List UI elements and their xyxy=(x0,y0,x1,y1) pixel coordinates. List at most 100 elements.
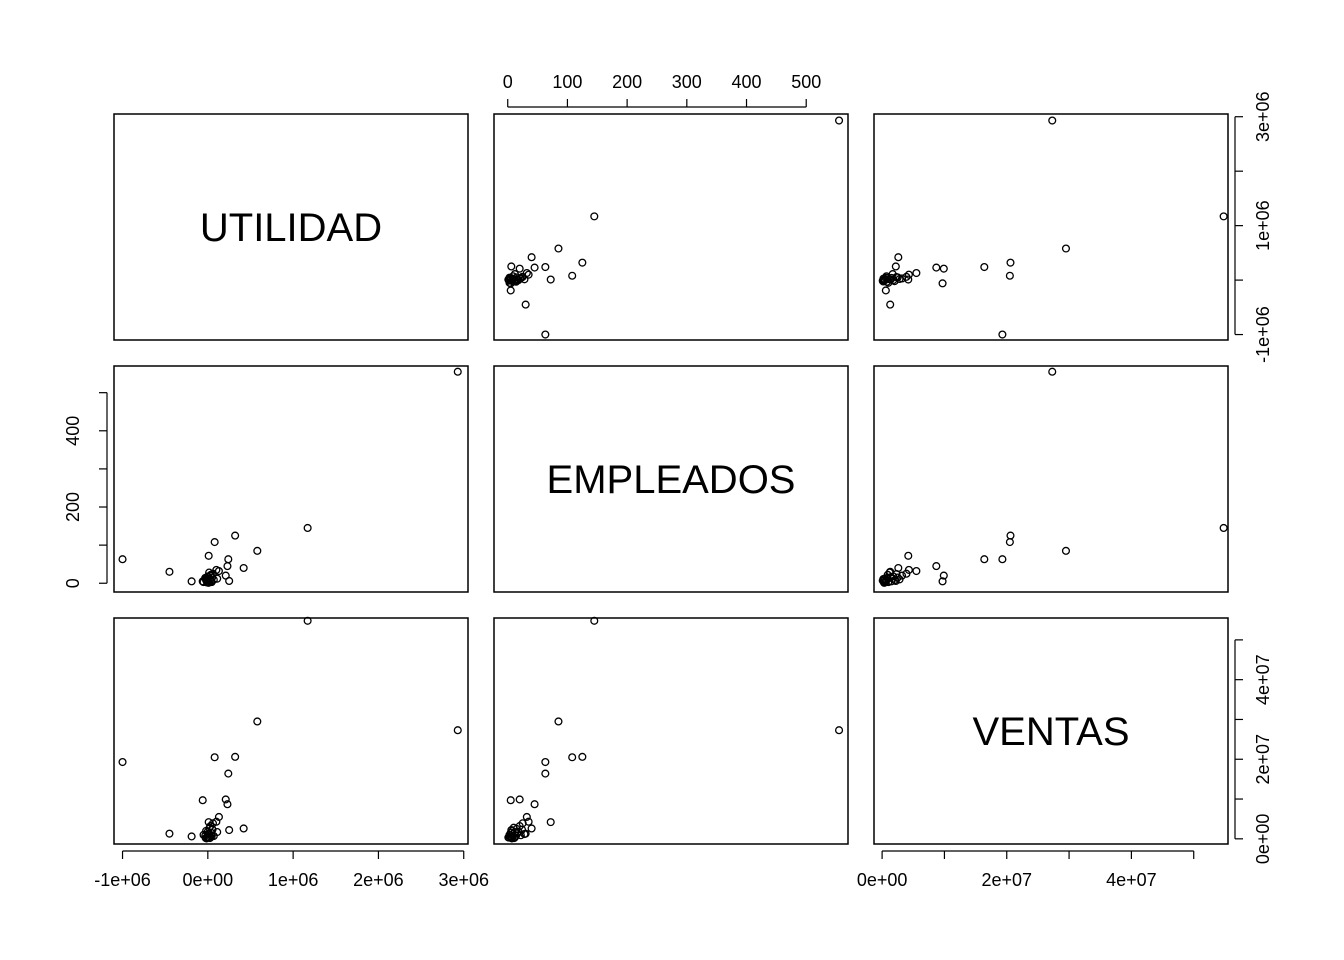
data-point xyxy=(1006,531,1015,540)
data-point xyxy=(590,212,599,221)
data-point xyxy=(204,833,213,842)
scatter-ventas-vs-utilidad xyxy=(118,616,462,843)
data-point xyxy=(303,616,312,625)
tick-label: 0e+00 xyxy=(1253,814,1273,865)
data-point xyxy=(554,717,563,726)
data-point xyxy=(894,253,903,262)
panel-frame-utilidad-vs-empleados xyxy=(493,113,849,341)
scatter-utilidad-vs-empleados xyxy=(504,116,844,339)
data-point xyxy=(1061,546,1071,555)
scatter-ventas-vs-empleados xyxy=(504,616,844,843)
tick-label: -1e+06 xyxy=(94,870,151,890)
data-point xyxy=(554,244,563,253)
data-point xyxy=(165,567,174,576)
data-point xyxy=(834,726,844,735)
data-point xyxy=(546,275,555,284)
data-point xyxy=(1061,244,1071,253)
data-point xyxy=(505,832,514,841)
panel-frame-utilidad-vs-utilidad xyxy=(113,113,469,341)
x-axis-bottom-utilidad: -1e+06 0e+00 1e+06 2e+06 3e+06 xyxy=(94,850,489,890)
points-layer xyxy=(118,116,1228,843)
data-point xyxy=(165,829,174,838)
y-axis-left-empleados: 0 200 400 xyxy=(63,392,108,588)
panel-frame-empleados-vs-utilidad xyxy=(113,365,469,593)
tick-label: 0 xyxy=(63,578,83,588)
data-point xyxy=(208,825,217,834)
data-point xyxy=(541,262,550,272)
data-point xyxy=(510,833,519,843)
data-point xyxy=(1219,523,1228,533)
data-point xyxy=(204,551,213,560)
variable-label-utilidad: UTILIDAD xyxy=(200,206,382,250)
data-point xyxy=(892,570,901,579)
data-point xyxy=(527,824,536,833)
tick-label: 100 xyxy=(552,72,582,92)
data-point xyxy=(904,551,913,560)
tick-label: 4e+07 xyxy=(1106,870,1157,890)
data-point xyxy=(939,571,948,580)
data-point xyxy=(938,279,947,288)
data-point xyxy=(1005,538,1014,547)
data-point xyxy=(891,262,900,271)
data-point xyxy=(118,757,127,767)
data-point xyxy=(912,268,921,278)
data-point xyxy=(939,264,948,273)
data-point xyxy=(881,286,890,295)
data-point xyxy=(303,523,312,533)
data-point xyxy=(187,577,196,586)
data-point xyxy=(516,274,525,283)
tick-label: 2e+07 xyxy=(1253,734,1273,785)
data-point xyxy=(224,555,233,564)
data-point xyxy=(541,330,550,339)
data-point xyxy=(578,258,587,267)
data-point xyxy=(886,300,895,309)
tick-label: 1e+06 xyxy=(268,870,319,890)
data-point xyxy=(225,576,234,585)
x-axis-top-empleados: 0 100 200 300 400 500 xyxy=(503,72,821,108)
data-point xyxy=(453,726,462,735)
data-point xyxy=(518,825,527,834)
data-point xyxy=(1048,367,1057,376)
panel-frame-empleados-vs-ventas xyxy=(873,365,1229,593)
tick-label: 2e+06 xyxy=(353,870,404,890)
data-point xyxy=(504,833,513,842)
data-point xyxy=(932,562,941,571)
data-point xyxy=(204,578,213,587)
data-point xyxy=(590,616,599,625)
data-point xyxy=(980,262,989,272)
panel-frame-utilidad-vs-ventas xyxy=(873,113,1229,341)
data-point xyxy=(1048,116,1057,125)
variable-label-empleados: EMPLEADOS xyxy=(547,458,796,502)
data-point xyxy=(239,824,248,833)
data-point xyxy=(998,330,1007,339)
data-point xyxy=(522,812,531,821)
scatter-empleados-vs-utilidad xyxy=(118,367,462,587)
data-point xyxy=(568,271,577,280)
tick-label: 200 xyxy=(612,72,642,92)
data-point xyxy=(231,752,240,761)
panel-grid: UTILIDAD EMPLEADOS VENTAS xyxy=(113,113,1229,845)
data-point xyxy=(530,800,539,809)
x-axis-bottom-ventas: 0e+00 2e+07 4e+07 xyxy=(857,850,1195,890)
data-point xyxy=(541,757,550,767)
tick-label: 4e+07 xyxy=(1253,654,1273,705)
data-point xyxy=(198,796,207,805)
data-point xyxy=(221,795,230,804)
data-point xyxy=(223,800,232,809)
data-point xyxy=(253,717,262,726)
y-axis-right-ventas: 0e+00 2e+07 4e+07 xyxy=(1234,639,1273,865)
tick-label: 0e+00 xyxy=(183,870,234,890)
data-point xyxy=(541,769,550,778)
scatter-utilidad-vs-ventas xyxy=(878,116,1228,339)
data-point xyxy=(231,531,240,540)
tick-label: 0 xyxy=(503,72,513,92)
data-point xyxy=(239,563,248,573)
panel-frame-empleados-vs-empleados xyxy=(493,365,849,593)
data-point xyxy=(527,253,536,262)
data-point xyxy=(938,577,947,586)
data-point xyxy=(998,555,1007,564)
data-point xyxy=(530,263,539,272)
data-point xyxy=(504,275,513,284)
variable-label-ventas: VENTAS xyxy=(972,710,1129,754)
